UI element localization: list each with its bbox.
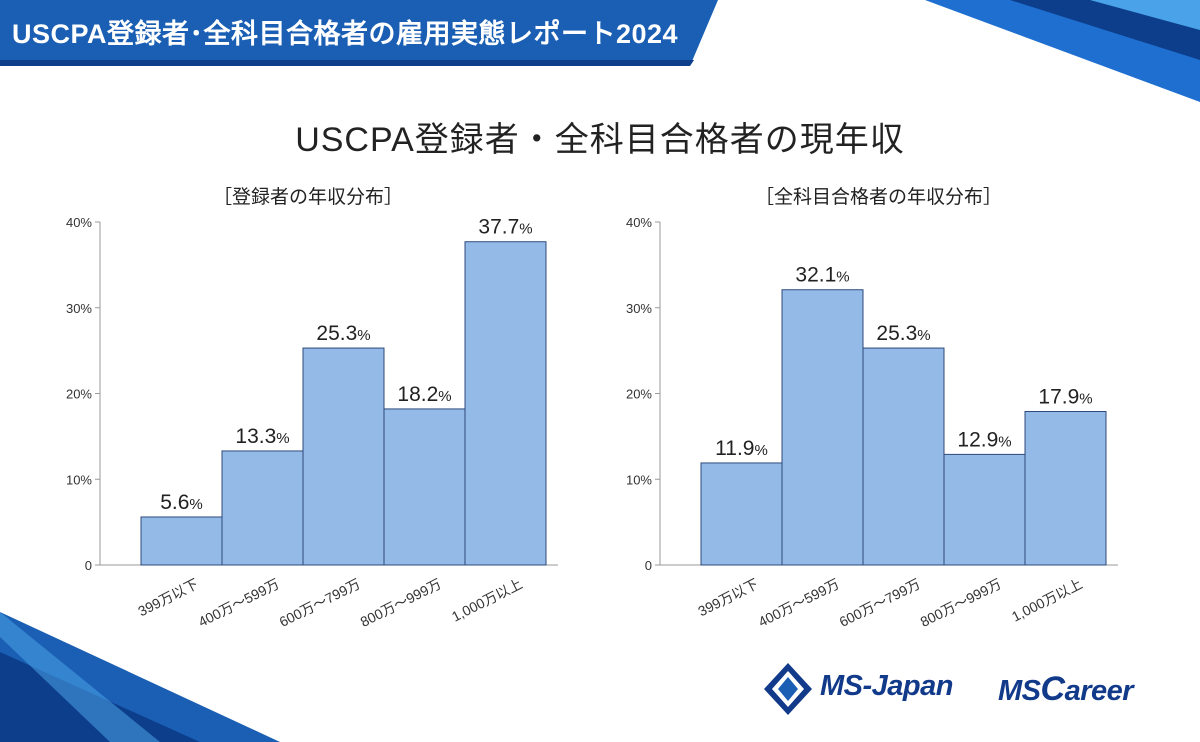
x-category-label: 600万～799万 [277, 575, 363, 630]
bar-value-label: 11.9% [715, 437, 768, 460]
y-tick-label: 20% [626, 387, 652, 402]
page-title: USCPA登録者・全科目合格者の現年収 [295, 121, 905, 159]
bar-value-label: 25.3% [876, 322, 930, 345]
bar-3 [302, 347, 385, 566]
y-tick-label: 10% [626, 472, 652, 487]
banner-shape [0, 0, 1200, 102]
x-category-label: 1,000万以上 [1009, 575, 1085, 624]
ms-career-prefix: MS [998, 675, 1041, 707]
x-category-label: 800万～999万 [918, 575, 1004, 630]
bar-value-label: 32.1% [795, 264, 849, 287]
y-tick-label: 40% [626, 215, 652, 230]
x-category-label: 800万～999万 [358, 575, 444, 630]
bar-2 [221, 450, 304, 566]
y-tick-label: 20% [66, 387, 92, 402]
bar-value-label: 25.3% [316, 322, 370, 345]
bar-value-label: 17.9% [1038, 386, 1092, 409]
logo-area: MS-Japan MSCareer [760, 655, 1180, 725]
y-tick-label: 40% [66, 215, 92, 230]
y-tick-label: 0 [645, 558, 652, 573]
bar-5 [464, 241, 547, 566]
x-category-label: 400万～599万 [756, 575, 842, 630]
bar-4 [383, 408, 466, 566]
chart-title-registered: ［登録者の年収分布］ [213, 187, 404, 208]
ms-japan-logo-icon [764, 663, 812, 715]
bar-1 [140, 516, 223, 566]
bar-value-label: 18.2% [397, 383, 451, 406]
bar-1 [700, 462, 783, 566]
y-tick-label: 30% [626, 301, 652, 316]
ms-career-logo: MSCareer [998, 670, 1134, 709]
chart-passed: 0 10% 20% 30% 40% 11.9% 399万以下 32.1% 400万～599万 25… [626, 215, 1118, 630]
bar-3 [862, 347, 945, 566]
bar-2 [781, 289, 864, 566]
y-tick-label: 10% [66, 472, 92, 487]
x-category-label: 399万以下 [695, 575, 760, 619]
bar-value-label: 5.6% [160, 491, 203, 514]
corner-decoration [0, 612, 280, 742]
bar-value-label: 13.3% [235, 425, 289, 448]
x-category-label: 1,000万以上 [449, 575, 525, 624]
bar-value-label: 12.9% [957, 428, 1011, 451]
x-category-label: 600万～799万 [837, 575, 923, 630]
y-tick-label: 30% [66, 301, 92, 316]
ms-career-rest: areer [1064, 675, 1134, 707]
y-tick-label: 0 [85, 558, 92, 573]
header-banner: USCPA登録者･全科目合格者の雇用実態レポート2024 [0, 0, 1200, 102]
chart-registered: 010%20%30%40%5.6%399万以下13.3%400万～599万25.… [66, 215, 558, 630]
chart-title-passed: ［全科目合格者の年収分布］ [755, 187, 1003, 208]
banner-title: USCPA登録者･全科目合格者の雇用実態レポート2024 [12, 19, 679, 49]
bar-4 [943, 453, 1026, 566]
bar-5 [1024, 411, 1107, 566]
ms-career-c: C [1040, 670, 1066, 708]
bar-value-label: 37.7% [478, 216, 532, 239]
ms-japan-logo-text: MS-Japan [820, 670, 953, 702]
